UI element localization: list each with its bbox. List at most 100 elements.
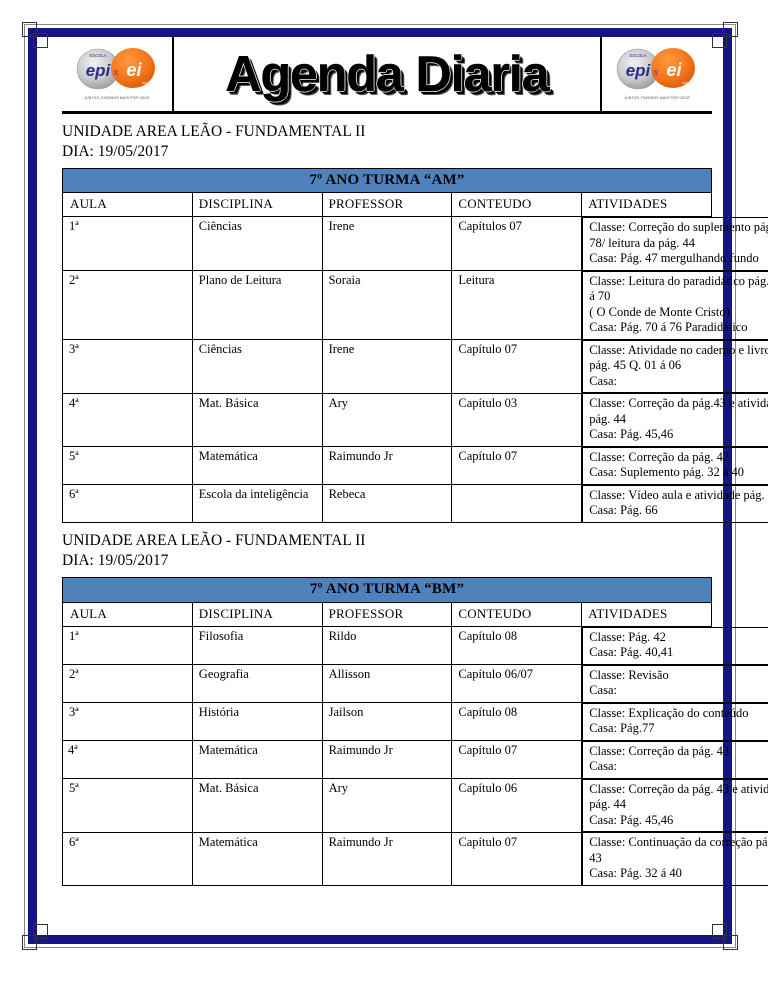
section-heading-1: UNIDADE AREA LEÃO - FUNDAMENTAL II DIA: …	[62, 122, 712, 162]
cell-atividades: Classe: Revisão Casa:	[582, 664, 768, 703]
cell-conteudo: Capítulo 08	[451, 702, 583, 742]
cell-conteudo: Capítulo 07	[451, 446, 583, 486]
cell-disciplina: Mat. Básica	[191, 778, 323, 833]
cell-atividades: Classe: Continuação da correção pág. 43 …	[582, 832, 768, 886]
cell-atividades: Classe: Correção da pág. 43 Casa:	[582, 740, 768, 779]
svg-text:x: x	[112, 66, 119, 78]
col-header-professor: PROFESSOR	[321, 601, 453, 627]
cell-atividades: Classe: Correção da pág.43 e atividade p…	[582, 393, 768, 447]
cell-atividades: Classe: Vídeo aula e atividade pág. 79 C…	[582, 484, 768, 523]
column-header-row: AULA DISCIPLINA PROFESSOR CONTEUDO ATIVI…	[62, 601, 712, 627]
logo-tagline: JUNTOS, FAZEMOS MAIS POR VOCÊ	[84, 95, 150, 100]
cell-disciplina: Matemática	[191, 446, 323, 486]
cell-disciplina: Matemática	[191, 740, 323, 780]
cell-disciplina: Geografia	[191, 664, 323, 704]
table-row: 3ª História Jailson Capítulo 08 Classe: …	[62, 702, 768, 742]
cell-disciplina: Matemática	[191, 831, 323, 887]
cell-aula: 3ª	[62, 702, 193, 742]
table-row: 6ª Matemática Raimundo Jr Capítulo 07 Cl…	[62, 831, 768, 887]
cell-aula: 6ª	[62, 831, 193, 887]
col-header-disciplina: DISCIPLINA	[191, 601, 323, 627]
cell-conteudo: Capítulo 06	[451, 778, 583, 833]
epi-ei-logo-svg: epi ei x ESCOLA mais	[76, 47, 155, 89]
table-row: 6ª Escola da inteligência Rebeca Classe:…	[62, 484, 768, 524]
svg-text:x: x	[652, 66, 659, 78]
cell-conteudo: Capítulo 06/07	[451, 664, 583, 704]
cell-atividades: Classe: Atividade no caderno e livro pág…	[582, 339, 768, 394]
table-row: 5ª Matemática Raimundo Jr Capítulo 07 Cl…	[62, 446, 768, 486]
svg-text:mais: mais	[682, 80, 690, 85]
border-knot-bottom-right-b	[712, 924, 727, 939]
logo-cell-left: epi ei x ESCOLA mais JUNTOS, FAZEMOS MAI…	[62, 36, 174, 111]
document-content: epi ei x ESCOLA mais JUNTOS, FAZEMOS MAI…	[62, 36, 768, 887]
col-header-aula: AULA	[62, 192, 193, 218]
cell-aula: 1ª	[62, 625, 193, 666]
cell-professor: Allisson	[321, 664, 453, 704]
turma-title: 7º ANO TURMA “AM”	[62, 167, 712, 194]
svg-text:ESCOLA: ESCOLA	[90, 53, 107, 58]
cell-conteudo: Capítulo 07	[451, 831, 583, 887]
cell-aula: 2ª	[62, 270, 193, 341]
cell-aula: 3ª	[62, 339, 193, 394]
cell-disciplina: História	[191, 702, 323, 742]
border-knot-bottom-left-a	[22, 935, 37, 950]
cell-conteudo: Capítulo 07	[451, 339, 583, 394]
table-row: 2ª Plano de Leitura Soraia Leitura Class…	[62, 270, 768, 341]
cell-aula: 4ª	[62, 392, 193, 448]
table-row: 3ª Ciências Irene Capítulo 07 Classe: At…	[62, 339, 768, 394]
cell-professor: Ary	[321, 392, 453, 448]
cell-conteudo	[451, 484, 583, 524]
unit-date: DIA: 19/05/2017	[62, 142, 169, 160]
cell-aula: 4ª	[62, 740, 193, 780]
svg-text:ei: ei	[666, 60, 682, 80]
cell-disciplina: Mat. Básica	[191, 392, 323, 448]
unit-name: UNIDADE AREA LEÃO - FUNDAMENTAL II	[62, 532, 366, 550]
table-row: 5ª Mat. Básica Ary Capítulo 06 Classe: C…	[62, 778, 768, 833]
title-cell: Agenda Diaria	[174, 36, 600, 111]
cell-professor: Ary	[321, 778, 453, 833]
cell-atividades: Classe: Correção do suplemento pág. 78/ …	[582, 217, 768, 271]
col-header-atividades: ATIVIDADES	[581, 192, 712, 218]
cell-atividades: Classe: Correção da pág. 42 Casa: Suplem…	[582, 446, 768, 485]
cell-conteudo: Capítulo 03	[451, 392, 583, 448]
agenda-table-am: 7º ANO TURMA “AM” AULA DISCIPLINA PROFES…	[62, 167, 768, 524]
border-bar-bottom	[28, 935, 732, 944]
col-header-disciplina: DISCIPLINA	[191, 192, 323, 218]
border-knot-top-left-a	[22, 22, 37, 37]
cell-aula: 2ª	[62, 664, 193, 704]
agenda-table-bm: 7º ANO TURMA “BM” AULA DISCIPLINA PROFES…	[62, 577, 768, 887]
cell-disciplina: Plano de Leitura	[191, 270, 323, 341]
col-header-professor: PROFESSOR	[321, 192, 453, 218]
col-header-conteudo: CONTEUDO	[451, 192, 583, 218]
column-header-row: AULA DISCIPLINA PROFESSOR CONTEUDO ATIVI…	[62, 192, 712, 218]
turma-header-row: 7º ANO TURMA “AM”	[62, 167, 712, 194]
epi-ei-logo-svg: epi ei x ESCOLA mais	[616, 47, 695, 89]
cell-conteudo: Capítulo 08	[451, 625, 583, 666]
border-knot-top-left-b	[33, 33, 48, 48]
turma-header-row: 7º ANO TURMA “BM”	[62, 577, 712, 603]
cell-professor: Raimundo Jr	[321, 446, 453, 486]
cell-disciplina: Filosofia	[191, 625, 323, 666]
unit-date: DIA: 19/05/2017	[62, 552, 169, 570]
border-bar-left	[28, 28, 37, 944]
col-header-atividades: ATIVIDADES	[581, 601, 712, 627]
col-header-aula: AULA	[62, 601, 193, 627]
cell-disciplina: Escola da inteligência	[191, 484, 323, 524]
cell-aula: 6ª	[62, 484, 193, 524]
cell-disciplina: Ciências	[191, 339, 323, 394]
cell-conteudo: Leitura	[451, 270, 583, 341]
border-knot-bottom-right-a	[723, 935, 738, 950]
cell-aula: 5ª	[62, 446, 193, 486]
cell-professor: Raimundo Jr	[321, 831, 453, 887]
unit-name: UNIDADE AREA LEÃO - FUNDAMENTAL II	[62, 123, 366, 140]
cell-aula: 5ª	[62, 778, 193, 833]
logo-cell-right: epi ei x ESCOLA mais JUNTOS, FAZEMOS MAI…	[600, 36, 712, 111]
svg-text:epi: epi	[86, 61, 112, 80]
page-title: Agenda Diaria	[225, 45, 550, 102]
cell-atividades: Classe: Explicação do conteúdo Casa: Pág…	[582, 702, 768, 741]
svg-text:mais: mais	[142, 80, 150, 85]
border-knot-bottom-left-b	[33, 924, 48, 939]
cell-professor: Rebeca	[321, 484, 453, 524]
col-header-conteudo: CONTEUDO	[451, 601, 583, 627]
cell-professor: Irene	[321, 339, 453, 394]
